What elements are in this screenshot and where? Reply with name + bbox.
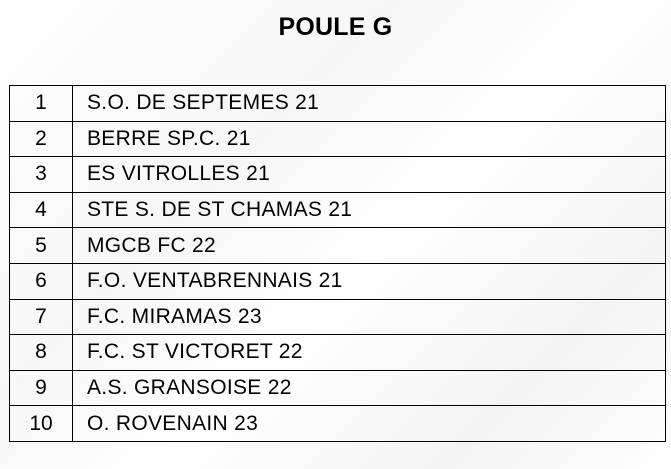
table-row: 6 F.O. VENTABRENNAIS 21 — [9, 262, 666, 300]
table-row: 4 STE S. DE ST CHAMAS 21 — [9, 191, 666, 229]
table-row: 10 O. ROVENAIN 23 — [9, 405, 666, 442]
table-row: 8 F.C. ST VICTORET 22 — [9, 334, 666, 371]
team-name: MGCB FC 22 — [72, 227, 666, 264]
team-rank: 10 — [9, 405, 73, 442]
team-name: ES VITROLLES 21 — [72, 156, 666, 193]
team-rank: 5 — [9, 227, 73, 264]
team-name: S.O. DE SEPTEMES 21 — [72, 85, 666, 122]
table-row: 7 F.C. MIRAMAS 23 — [9, 298, 666, 336]
team-name: A.S. GRANSOISE 22 — [72, 369, 666, 407]
team-name: F.O. VENTABRENNAIS 21 — [72, 262, 666, 300]
team-name: BERRE SP.C. 21 — [72, 120, 666, 158]
team-name: F.C. MIRAMAS 23 — [72, 298, 666, 336]
team-rank: 2 — [9, 120, 73, 158]
team-name: O. ROVENAIN 23 — [72, 405, 666, 442]
team-rank: 8 — [9, 334, 73, 371]
table-row: 2 BERRE SP.C. 21 — [9, 120, 666, 158]
team-rank: 9 — [9, 369, 73, 407]
team-rank: 1 — [9, 85, 73, 122]
table-row: 3 ES VITROLLES 21 — [9, 156, 666, 193]
table-row: 9 A.S. GRANSOISE 22 — [9, 369, 666, 407]
team-table: 1 S.O. DE SEPTEMES 21 2 BERRE SP.C. 21 3… — [9, 85, 666, 442]
team-name: STE S. DE ST CHAMAS 21 — [72, 191, 666, 229]
pool-title: POULE G — [278, 13, 393, 41]
team-rank: 7 — [9, 298, 73, 336]
team-rank: 6 — [9, 262, 73, 300]
table-row: 1 S.O. DE SEPTEMES 21 — [9, 85, 666, 122]
team-rank: 4 — [9, 191, 73, 229]
table-row: 5 MGCB FC 22 — [9, 227, 666, 264]
team-name: F.C. ST VICTORET 22 — [72, 334, 666, 371]
team-rank: 3 — [9, 156, 73, 193]
